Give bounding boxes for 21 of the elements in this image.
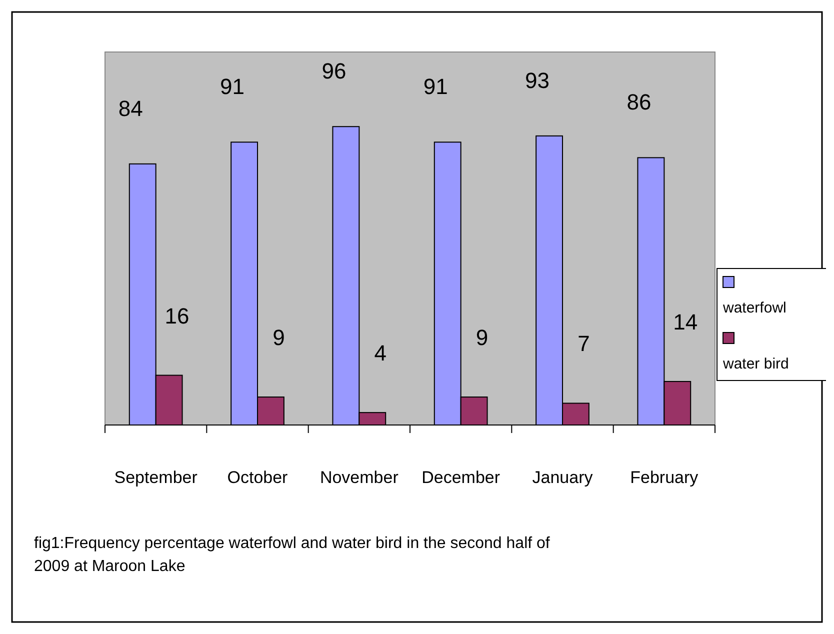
data-label: 86 [626, 90, 652, 115]
x-tick-label: February [630, 468, 699, 487]
data-label: 91 [220, 74, 245, 100]
data-label: 14 [673, 309, 698, 334]
x-tick-label: January [532, 468, 594, 487]
data-label: 96 [322, 58, 346, 84]
x-tick-label: October [227, 468, 288, 487]
x-tick-label: September [114, 468, 198, 487]
data-label: 93 [525, 68, 550, 93]
data-label: 4 [374, 340, 387, 366]
data-label: 9 [272, 325, 285, 350]
caption: fig1:Frequency percentage waterfowl and water bird in the second half of 2009 at Maroon Lake [34, 535, 550, 575]
legend-label: waterfowl [722, 300, 786, 316]
x-tick-label: December [422, 468, 500, 487]
legend-label: water bird [722, 356, 789, 372]
data-label: 7 [578, 331, 590, 356]
x-tick-label: November [320, 468, 399, 487]
data-label: 16 [164, 303, 190, 328]
data-label: 84 [118, 96, 143, 121]
data-label: 9 [476, 325, 488, 350]
data-label: 91 [423, 74, 448, 100]
